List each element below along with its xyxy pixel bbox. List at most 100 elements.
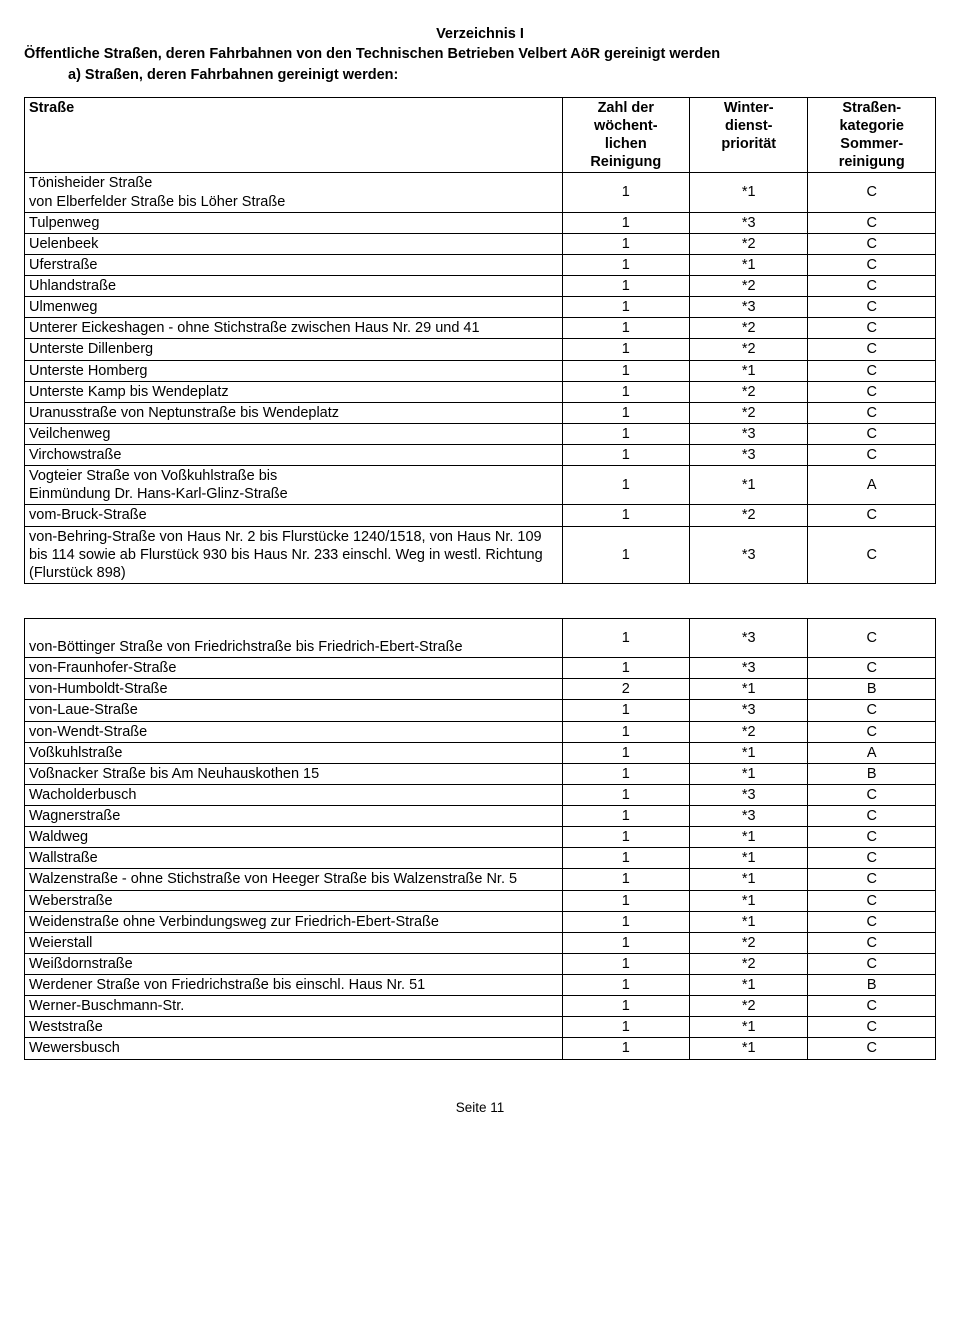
cell-street-name: Weidenstraße ohne Verbindungsweg zur Fri… <box>25 911 563 932</box>
cell-street-name: Uelenbeek <box>25 233 563 254</box>
table-row: Uferstraße1*1C <box>25 254 936 275</box>
cell-value: *2 <box>690 505 808 526</box>
cell-street-name: Weierstall <box>25 932 563 953</box>
cell-value: *3 <box>690 423 808 444</box>
cell-value: C <box>808 254 936 275</box>
table-row: Waldweg1*1C <box>25 827 936 848</box>
cell-value: *1 <box>690 848 808 869</box>
cell-street-name: vom-Bruck-Straße <box>25 505 563 526</box>
table-row: Unterer Eickeshagen - ohne Stichstraße z… <box>25 318 936 339</box>
cell-value: 1 <box>562 806 690 827</box>
cell-value: 1 <box>562 975 690 996</box>
cell-value: *1 <box>690 1038 808 1059</box>
cell-street-name: Weberstraße <box>25 890 563 911</box>
cell-value: C <box>808 953 936 974</box>
cell-value: *1 <box>690 763 808 784</box>
cell-value: B <box>808 975 936 996</box>
cell-value: *1 <box>690 742 808 763</box>
header-col-winter: Winter- dienst- priorität <box>690 97 808 173</box>
cell-value: C <box>808 381 936 402</box>
table-row: Vogteier Straße von Voßkuhlstraße bisEin… <box>25 466 936 505</box>
table-row: Werdener Straße von Friedrichstraße bis … <box>25 975 936 996</box>
cell-value: *2 <box>690 381 808 402</box>
cell-value: *3 <box>690 658 808 679</box>
cell-street-name: Wagnerstraße <box>25 806 563 827</box>
cell-value: *2 <box>690 402 808 423</box>
cell-value: *1 <box>690 360 808 381</box>
cell-value: B <box>808 763 936 784</box>
cell-value: *3 <box>690 212 808 233</box>
table-header-row: Straße Zahl der wöchent- lichen Reinigun… <box>25 97 936 173</box>
cell-value: 1 <box>562 212 690 233</box>
cell-value: *3 <box>690 526 808 583</box>
cell-value: C <box>808 445 936 466</box>
cell-value: C <box>808 700 936 721</box>
cell-street-name: Wallstraße <box>25 848 563 869</box>
cell-street-name: Walzenstraße - ohne Stichstraße von Heeg… <box>25 869 563 890</box>
table-row: von-Böttinger Straße von Friedrichstraße… <box>25 618 936 657</box>
cell-value: *1 <box>690 1017 808 1038</box>
table-row: von-Behring-Straße von Haus Nr. 2 bis Fl… <box>25 526 936 583</box>
cell-street-name: Unterste Homberg <box>25 360 563 381</box>
cell-value: C <box>808 402 936 423</box>
cell-value: *3 <box>690 297 808 318</box>
cell-value: 1 <box>562 658 690 679</box>
cell-value: 1 <box>562 318 690 339</box>
document-heading: Verzeichnis I Öffentliche Straßen, deren… <box>24 24 936 85</box>
table-row: Virchowstraße1*3C <box>25 445 936 466</box>
table-row: Walzenstraße - ohne Stichstraße von Heeg… <box>25 869 936 890</box>
cell-value: C <box>808 848 936 869</box>
cell-street-name: Wacholderbusch <box>25 784 563 805</box>
table-row: von-Fraunhofer-Straße1*3C <box>25 658 936 679</box>
cell-value: 1 <box>562 276 690 297</box>
cell-value: *1 <box>690 254 808 275</box>
table-row: Uhlandstraße1*2C <box>25 276 936 297</box>
cell-value: *3 <box>690 784 808 805</box>
table-row: Unterste Kamp bis Wendeplatz1*2C <box>25 381 936 402</box>
cell-value: 1 <box>562 381 690 402</box>
table-row: Voßnacker Straße bis Am Neuhauskothen 15… <box>25 763 936 784</box>
cell-value: C <box>808 423 936 444</box>
cell-street-name: Vogteier Straße von Voßkuhlstraße bisEin… <box>25 466 563 505</box>
cell-value: C <box>808 173 936 212</box>
cell-value: *3 <box>690 618 808 657</box>
cell-street-name: Voßkuhlstraße <box>25 742 563 763</box>
table-row: Werner-Buschmann-Str.1*2C <box>25 996 936 1017</box>
cell-value: 1 <box>562 742 690 763</box>
table-row: Weidenstraße ohne Verbindungsweg zur Fri… <box>25 911 936 932</box>
cell-value: *2 <box>690 318 808 339</box>
cell-value: A <box>808 742 936 763</box>
cell-street-name: Weststraße <box>25 1017 563 1038</box>
page-footer: Seite 11 <box>24 1100 936 1115</box>
cell-value: 1 <box>562 763 690 784</box>
cell-value: *1 <box>690 679 808 700</box>
table-row: Weierstall1*2C <box>25 932 936 953</box>
cell-value: 1 <box>562 932 690 953</box>
cell-value: *2 <box>690 721 808 742</box>
gap-cell <box>25 583 936 618</box>
table-row: Uranusstraße von Neptunstraße bis Wendep… <box>25 402 936 423</box>
cell-value: 1 <box>562 700 690 721</box>
cell-value: C <box>808 526 936 583</box>
cell-street-name: Veilchenweg <box>25 423 563 444</box>
cell-value: *2 <box>690 996 808 1017</box>
cell-value: 2 <box>562 679 690 700</box>
cell-street-name: Werdener Straße von Friedrichstraße bis … <box>25 975 563 996</box>
cell-value: *1 <box>690 466 808 505</box>
table-row: vom-Bruck-Straße1*2C <box>25 505 936 526</box>
cell-value: 1 <box>562 618 690 657</box>
cell-street-name: Ulmenweg <box>25 297 563 318</box>
header-col-name: Straße <box>25 97 563 173</box>
table-row: Voßkuhlstraße1*1A <box>25 742 936 763</box>
cell-value: *3 <box>690 806 808 827</box>
cell-street-name: Wewersbusch <box>25 1038 563 1059</box>
cell-value: C <box>808 339 936 360</box>
table-row: Weißdornstraße1*2C <box>25 953 936 974</box>
table-row: Unterste Homberg1*1C <box>25 360 936 381</box>
cell-value: 1 <box>562 996 690 1017</box>
table-row: Unterste Dillenberg1*2C <box>25 339 936 360</box>
table-row: Veilchenweg1*3C <box>25 423 936 444</box>
table-row: Wallstraße1*1C <box>25 848 936 869</box>
cell-street-name: Voßnacker Straße bis Am Neuhauskothen 15 <box>25 763 563 784</box>
heading-line-2: Öffentliche Straßen, deren Fahrbahnen vo… <box>24 44 936 64</box>
